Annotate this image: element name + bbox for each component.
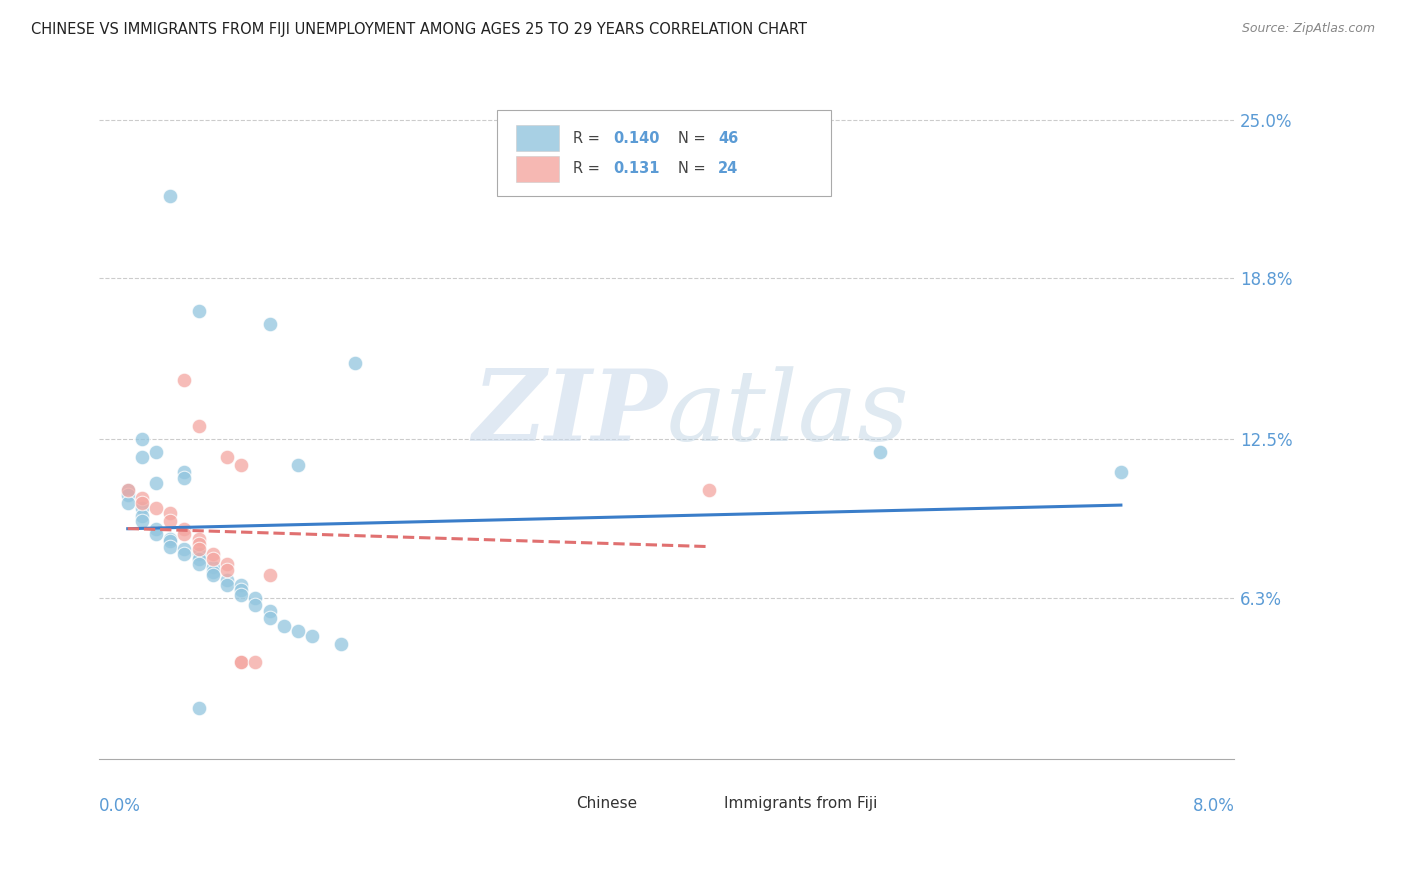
Text: Immigrants from Fiji: Immigrants from Fiji — [724, 797, 877, 811]
Text: Chinese: Chinese — [576, 797, 637, 811]
Point — [201, 552, 224, 566]
Text: 46: 46 — [718, 131, 738, 145]
Point — [301, 629, 323, 643]
Point — [201, 565, 224, 579]
Point — [273, 619, 295, 633]
Point — [201, 560, 224, 574]
Text: 8.0%: 8.0% — [1192, 797, 1234, 814]
Point — [699, 483, 721, 498]
Text: CHINESE VS IMMIGRANTS FROM FIJI UNEMPLOYMENT AMONG AGES 25 TO 29 YEARS CORRELATI: CHINESE VS IMMIGRANTS FROM FIJI UNEMPLOY… — [31, 22, 807, 37]
Point — [187, 304, 209, 318]
Point — [245, 655, 267, 669]
Point — [287, 624, 309, 638]
Point — [173, 547, 195, 561]
Point — [159, 507, 181, 521]
Point — [187, 537, 209, 551]
Point — [131, 432, 153, 446]
Point — [131, 496, 153, 510]
Point — [259, 317, 281, 331]
Text: 0.131: 0.131 — [613, 161, 659, 176]
Point — [215, 573, 238, 587]
Point — [231, 578, 253, 592]
FancyBboxPatch shape — [543, 796, 571, 813]
Point — [173, 373, 195, 387]
Point — [173, 466, 195, 480]
Text: 0.0%: 0.0% — [100, 797, 141, 814]
Text: N =: N = — [678, 131, 710, 145]
Point — [131, 501, 153, 516]
Point — [145, 522, 167, 536]
FancyBboxPatch shape — [516, 125, 560, 152]
Point — [259, 603, 281, 617]
FancyBboxPatch shape — [496, 110, 831, 196]
Point — [159, 189, 181, 203]
Point — [329, 637, 352, 651]
Point — [215, 450, 238, 464]
Point — [215, 558, 238, 572]
Point — [231, 458, 253, 472]
Point — [187, 532, 209, 546]
Point — [173, 542, 195, 557]
Point — [145, 526, 167, 541]
Point — [1109, 466, 1132, 480]
Point — [187, 558, 209, 572]
Point — [201, 567, 224, 582]
Point — [159, 532, 181, 546]
Point — [187, 542, 209, 557]
FancyBboxPatch shape — [516, 156, 560, 182]
Text: Source: ZipAtlas.com: Source: ZipAtlas.com — [1241, 22, 1375, 36]
Point — [145, 445, 167, 459]
Point — [245, 599, 267, 613]
Point — [173, 470, 195, 484]
Point — [131, 514, 153, 528]
Point — [173, 526, 195, 541]
Point — [231, 655, 253, 669]
Point — [231, 582, 253, 597]
Point — [869, 445, 891, 459]
Text: R =: R = — [572, 161, 605, 176]
Point — [159, 514, 181, 528]
Point — [173, 522, 195, 536]
Point — [159, 540, 181, 554]
Text: N =: N = — [678, 161, 710, 176]
Point — [187, 700, 209, 714]
Point — [117, 488, 139, 502]
Text: 0.140: 0.140 — [613, 131, 659, 145]
Point — [215, 578, 238, 592]
Point — [131, 450, 153, 464]
Point — [187, 547, 209, 561]
Point — [259, 611, 281, 625]
Point — [145, 475, 167, 490]
Text: atlas: atlas — [666, 366, 910, 461]
Point — [117, 483, 139, 498]
Text: ZIP: ZIP — [472, 366, 666, 462]
Point — [159, 534, 181, 549]
Point — [187, 419, 209, 434]
FancyBboxPatch shape — [689, 796, 718, 813]
Point — [117, 483, 139, 498]
Point — [287, 458, 309, 472]
Point — [231, 655, 253, 669]
Point — [245, 591, 267, 605]
Point — [343, 355, 366, 369]
Point — [145, 501, 167, 516]
Point — [117, 496, 139, 510]
Point — [231, 588, 253, 602]
Point — [187, 552, 209, 566]
Text: R =: R = — [572, 131, 605, 145]
Point — [131, 491, 153, 505]
Point — [215, 563, 238, 577]
Point — [259, 567, 281, 582]
Point — [131, 508, 153, 523]
Point — [201, 547, 224, 561]
Text: 24: 24 — [718, 161, 738, 176]
